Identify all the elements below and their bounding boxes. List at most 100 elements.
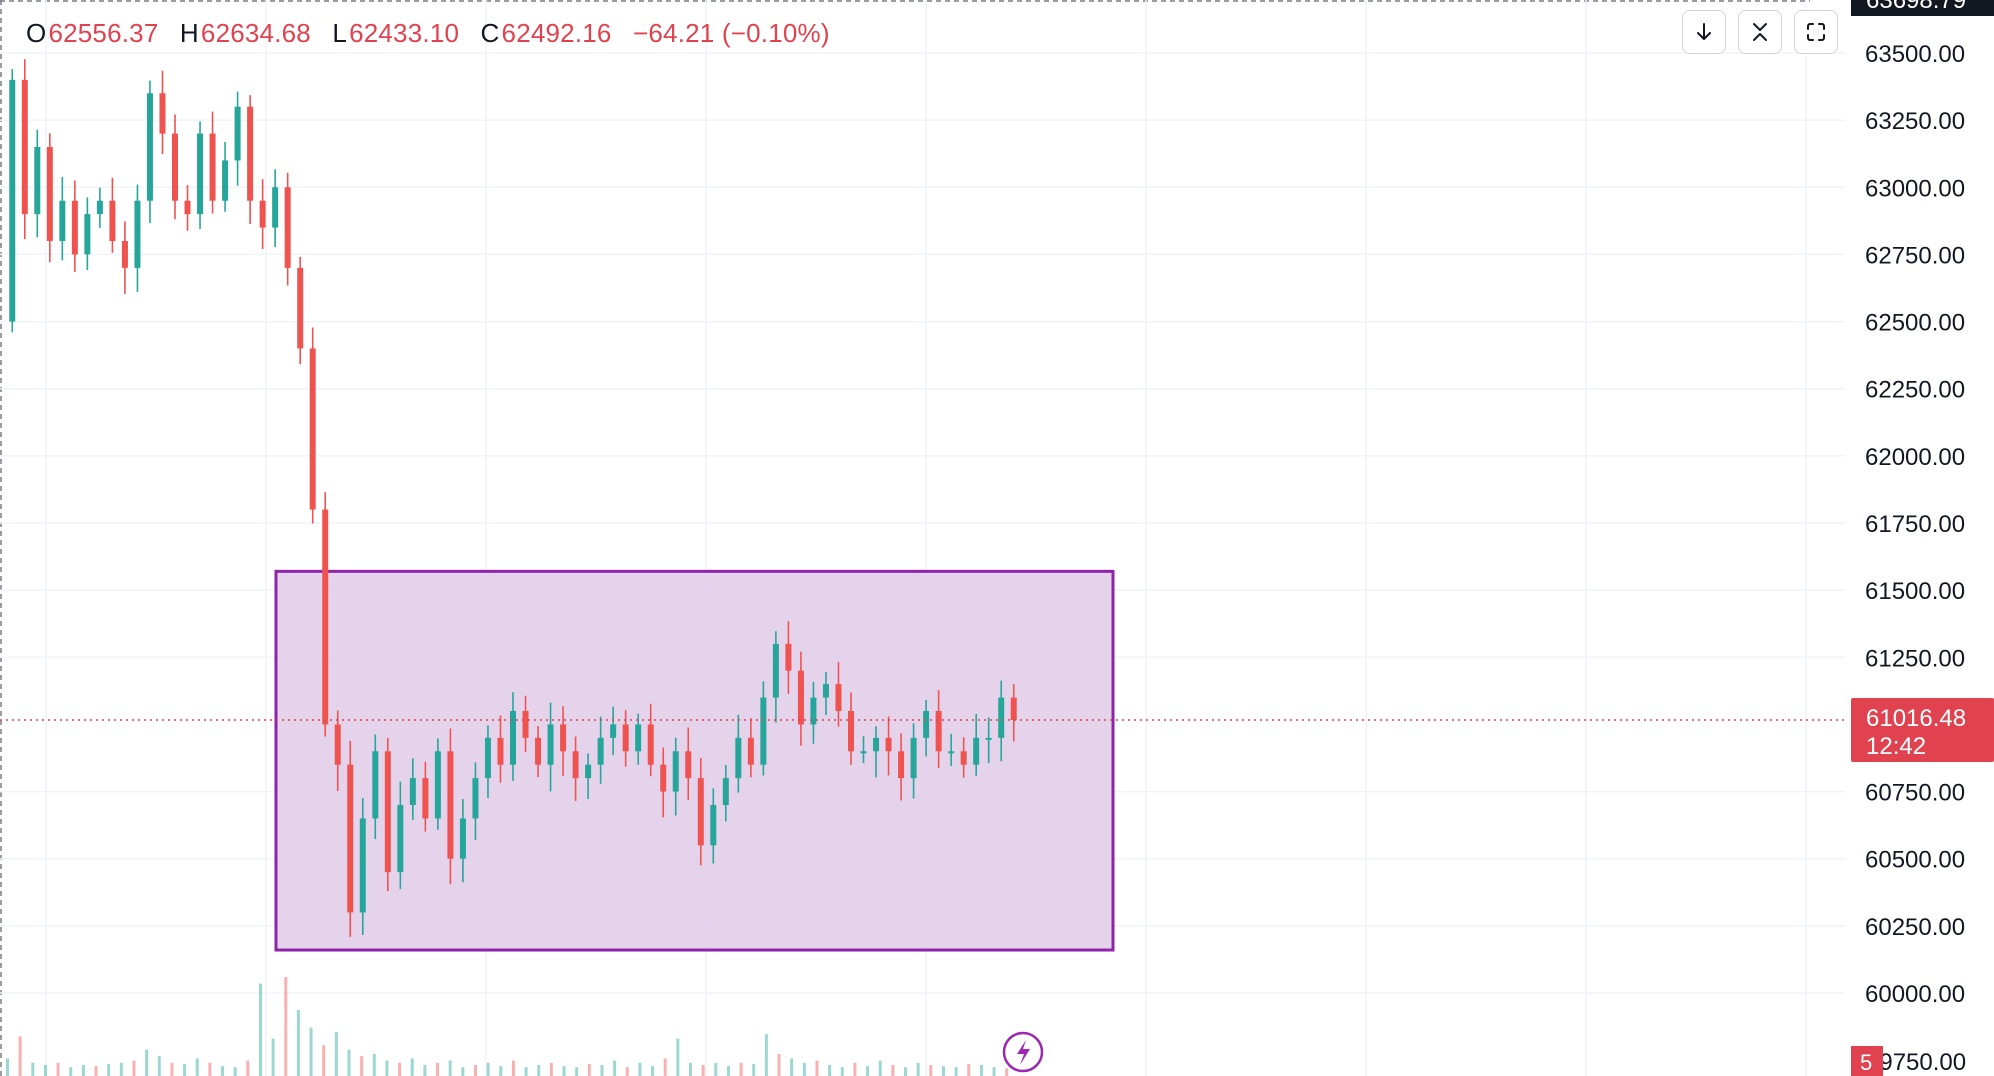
volume-bar (6, 1058, 9, 1076)
low-label: L (332, 18, 348, 48)
volume-bar (651, 1066, 655, 1076)
collapse-button[interactable] (1738, 10, 1782, 54)
candle-body (21, 79, 28, 215)
volume-bar (714, 1062, 718, 1076)
volume-bar (195, 1058, 199, 1076)
candle-body (547, 724, 554, 765)
price-tick-label: 61250.00 (1865, 645, 1965, 672)
volume-bar (360, 1056, 364, 1076)
candle-body (334, 724, 341, 765)
candle-body (860, 751, 867, 754)
price-tick-label: 63000.00 (1865, 175, 1965, 202)
volume-bar (764, 1034, 768, 1076)
candle-body (9, 79, 16, 322)
candle-body (1010, 697, 1017, 721)
volume-bar (802, 1062, 806, 1076)
volume-bar (334, 1032, 338, 1076)
volume-bar (347, 1049, 351, 1076)
candle-body (685, 751, 692, 779)
candle-body (622, 724, 629, 752)
volume-bar (436, 1062, 440, 1076)
volume-bar (448, 1060, 452, 1076)
volume-bar (967, 1063, 971, 1076)
candle-body (472, 778, 479, 819)
candle-body (209, 133, 216, 201)
volume-bar (69, 1067, 73, 1076)
volume-bar (56, 1062, 60, 1076)
candle-body (121, 241, 128, 268)
volume-bar (979, 1065, 983, 1076)
candle-body (46, 147, 53, 241)
candle-body (172, 133, 178, 201)
price-tick-label: 60000.00 (1865, 981, 1965, 1008)
candle-body (572, 751, 579, 779)
volume-bar (941, 1066, 945, 1076)
volume-bar (992, 1067, 996, 1076)
range-rectangle (274, 569, 1115, 952)
candle-body (272, 187, 279, 228)
volume-bar (891, 1065, 895, 1076)
volume-bar (701, 1065, 705, 1076)
candle-body (973, 737, 980, 765)
volume-bar (562, 1066, 566, 1076)
candle-body (810, 697, 817, 725)
volume-bar (790, 1058, 794, 1076)
close-label: C (480, 18, 500, 48)
candle-body (134, 200, 141, 268)
price-tick-label: 62750.00 (1865, 242, 1965, 269)
volume-bar (486, 1062, 490, 1076)
candle-body (459, 818, 466, 859)
candle-body (234, 106, 241, 161)
candle-body (747, 737, 754, 765)
candle-body (985, 737, 992, 740)
price-tick-label: 63500.00 (1865, 41, 1965, 68)
top-price-label: 63698.79 (1866, 0, 1966, 14)
volume-bar (499, 1066, 503, 1076)
candle-body (422, 778, 429, 819)
volume-bar (549, 1062, 553, 1076)
volume-bar (904, 1067, 908, 1076)
candle-body (372, 751, 379, 819)
volume-bar (119, 1062, 123, 1076)
volume-bar (587, 1063, 591, 1076)
candle-body (347, 764, 354, 913)
candle-body (71, 200, 78, 255)
fullscreen-button[interactable] (1794, 10, 1838, 54)
price-tick-label: 62250.00 (1865, 377, 1965, 404)
volume-bar (461, 1067, 465, 1076)
volume-bar (246, 1060, 250, 1076)
volume-bar (271, 1038, 275, 1076)
volume-badge-label: 5 (1860, 1050, 1872, 1075)
candle-body (34, 147, 41, 215)
volume-bar (752, 1063, 756, 1076)
volume-bar (739, 1062, 743, 1076)
volume-bar (309, 1027, 313, 1076)
candle-body (635, 724, 642, 752)
volume-bar (233, 1067, 237, 1076)
candle-body (560, 724, 567, 752)
close-value: 62492.16 (501, 18, 612, 48)
volume-bar (43, 1065, 47, 1076)
candle-body (948, 751, 955, 754)
candle-body (898, 751, 905, 779)
candle-body (197, 133, 204, 215)
scroll-to-latest-button[interactable] (1682, 10, 1726, 54)
candle-body (597, 737, 604, 765)
volume-bar (94, 1066, 98, 1076)
volume-bar (600, 1065, 604, 1076)
candle-body (159, 93, 166, 134)
candle-body (297, 267, 304, 349)
candle-body (535, 737, 542, 765)
volume-bar (81, 1065, 85, 1076)
candle-body (848, 711, 854, 752)
candle-body (384, 751, 391, 873)
candle-body (522, 711, 529, 738)
candle-body (697, 778, 704, 846)
candle-body (484, 737, 491, 779)
volume-bar (524, 1067, 528, 1076)
candle-body (647, 724, 654, 765)
candle-body (935, 711, 942, 752)
change-value: −64.21 (−0.10%) (633, 18, 830, 48)
